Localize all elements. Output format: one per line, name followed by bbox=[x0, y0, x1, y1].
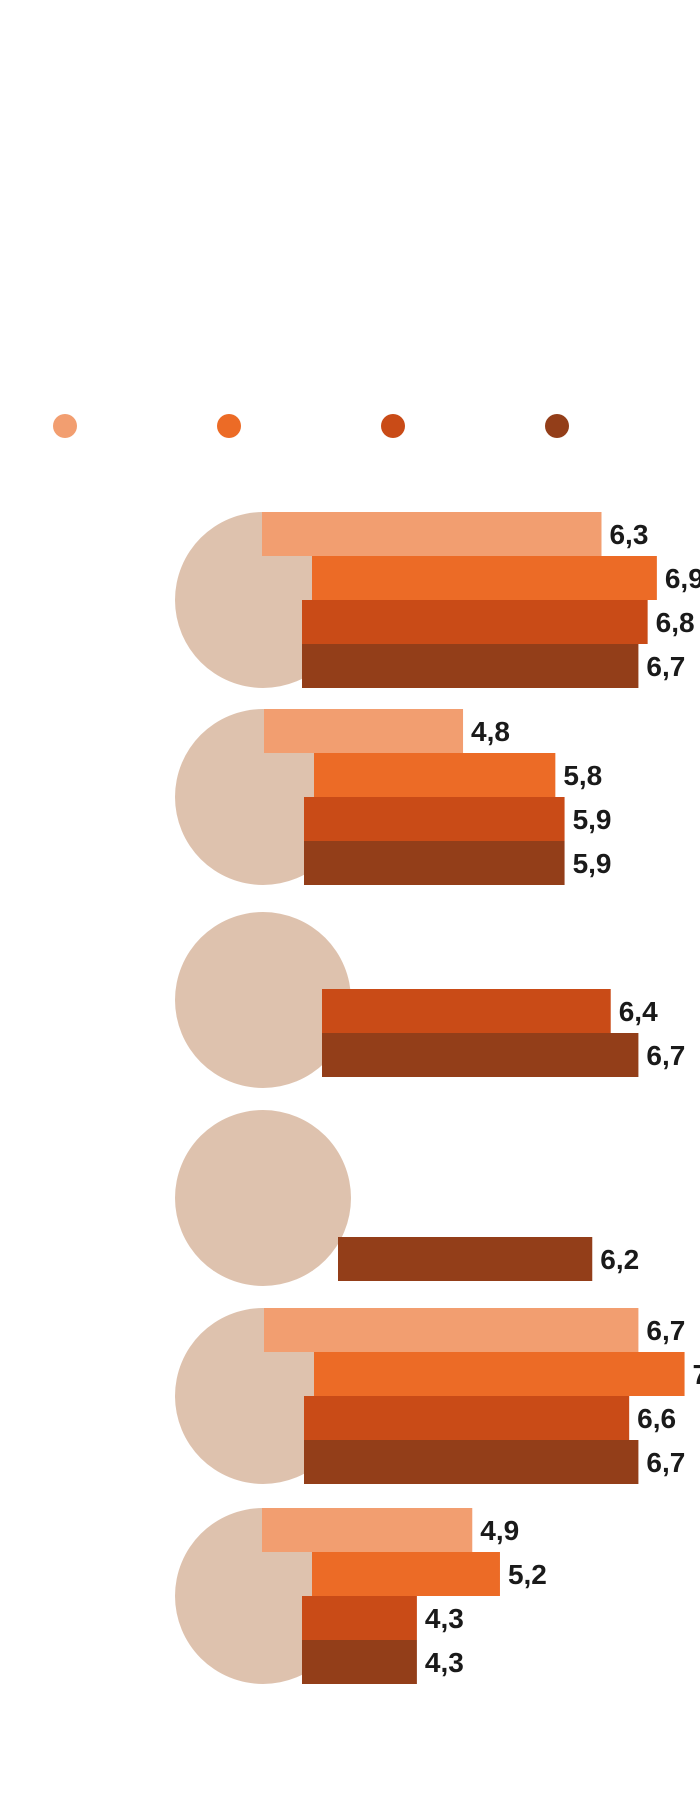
value-label: 4,3 bbox=[425, 1647, 464, 1678]
bar bbox=[302, 1596, 417, 1640]
bar bbox=[312, 1552, 500, 1596]
value-label: 6,7 bbox=[646, 651, 685, 682]
value-label: 6,7 bbox=[646, 1315, 685, 1346]
bar bbox=[302, 600, 648, 644]
legend-marker bbox=[545, 414, 569, 438]
person-group: 6,3 6,9 6,8 6,7 bbox=[175, 512, 700, 688]
person-group: 6,2 bbox=[175, 1110, 639, 1286]
value-label: 6,7 bbox=[646, 1447, 685, 1478]
bar bbox=[262, 512, 602, 556]
bar bbox=[302, 1640, 417, 1684]
legend-marker bbox=[217, 414, 241, 438]
value-label: 4,9 bbox=[480, 1515, 519, 1546]
value-label: 6,2 bbox=[600, 1244, 639, 1275]
person-group: 6,46,7 bbox=[175, 912, 685, 1088]
value-label: 5,2 bbox=[508, 1559, 547, 1590]
person-group: 4,9 5,2 4,3 4,3 bbox=[175, 1508, 547, 1684]
value-label: 7,2 bbox=[693, 1359, 700, 1390]
value-label: 5,9 bbox=[573, 848, 612, 879]
legend bbox=[53, 414, 569, 438]
value-label: 5,8 bbox=[563, 760, 602, 791]
bar bbox=[264, 709, 464, 753]
bar bbox=[304, 1396, 630, 1440]
value-label: 6,9 bbox=[665, 563, 700, 594]
bar bbox=[314, 753, 556, 797]
value-label: 6,4 bbox=[619, 996, 658, 1027]
person-group: 6,7 7,2 6,6 6,7 bbox=[175, 1308, 700, 1484]
bar bbox=[312, 556, 657, 600]
value-label: 6,8 bbox=[656, 607, 695, 638]
value-label: 4,3 bbox=[425, 1603, 464, 1634]
bar bbox=[322, 989, 611, 1033]
bar bbox=[262, 1508, 473, 1552]
value-label: 6,3 bbox=[609, 519, 648, 550]
bar bbox=[304, 841, 565, 885]
value-label: 5,9 bbox=[573, 804, 612, 835]
bar bbox=[322, 1033, 639, 1077]
value-label: 6,6 bbox=[637, 1403, 676, 1434]
bar bbox=[304, 1440, 639, 1484]
person-group: 4,8 5,8 5,9 5,9 bbox=[175, 709, 612, 885]
bar bbox=[338, 1237, 593, 1281]
bar bbox=[314, 1352, 685, 1396]
chart-groups: 6,36,96,86,74,85,85,95,96,46,76,26,77,26… bbox=[175, 512, 700, 1684]
value-label: 6,7 bbox=[646, 1040, 685, 1071]
legend-marker bbox=[381, 414, 405, 438]
infanta-sofia-portrait bbox=[175, 1110, 351, 1286]
bar bbox=[302, 644, 639, 688]
bar bbox=[304, 797, 565, 841]
value-label: 4,8 bbox=[471, 716, 510, 747]
bar bbox=[264, 1308, 639, 1352]
princess-leonor-portrait bbox=[175, 912, 351, 1088]
legend-marker bbox=[53, 414, 77, 438]
